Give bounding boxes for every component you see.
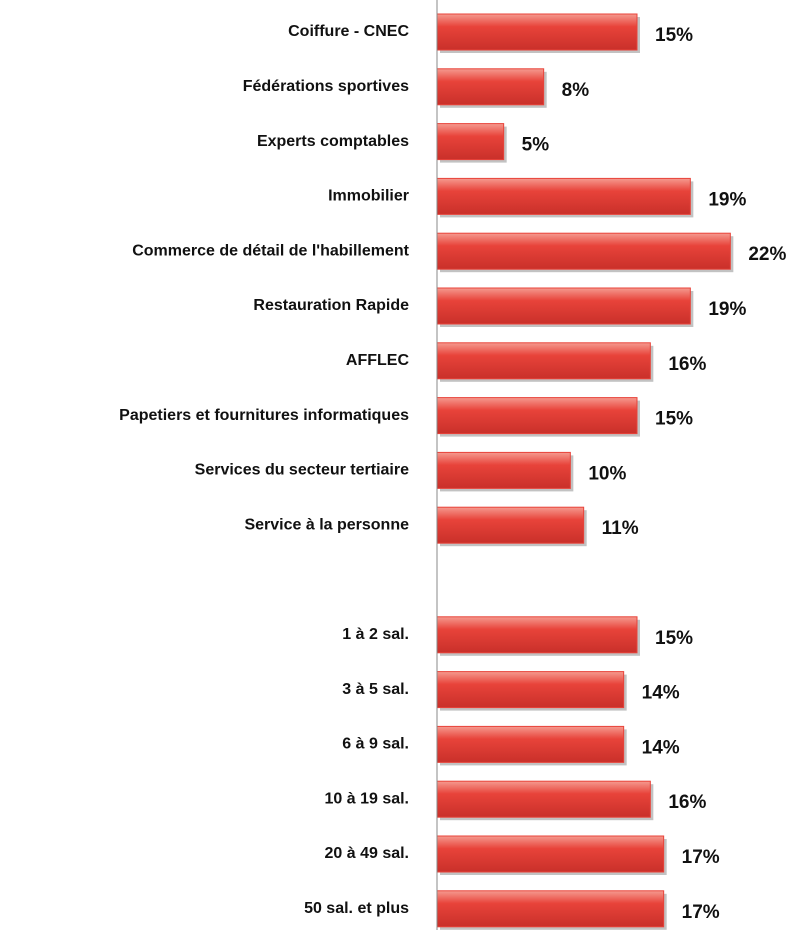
value-label: 10% (588, 463, 626, 484)
bar (436, 451, 571, 489)
category-label: 3 à 5 sal. (342, 681, 409, 698)
bar (436, 13, 638, 51)
bar (436, 671, 625, 709)
bar (436, 890, 665, 928)
bar (436, 725, 625, 763)
bar (436, 123, 505, 161)
value-label: 19% (708, 189, 746, 210)
value-label: 19% (708, 299, 746, 320)
bar (436, 232, 731, 270)
category-label: 50 sal. et plus (304, 900, 409, 917)
bar (436, 835, 665, 873)
value-label: 14% (642, 737, 680, 758)
value-label: 15% (655, 25, 693, 46)
category-label: Coiffure - CNEC (288, 23, 409, 40)
bar (436, 397, 638, 435)
value-label: 22% (748, 244, 786, 265)
category-label: Fédérations sportives (243, 78, 409, 95)
bar (436, 287, 691, 325)
category-label: Experts comptables (257, 133, 409, 150)
bar (436, 780, 651, 818)
category-label: 1 à 2 sal. (342, 626, 409, 643)
value-label: 8% (562, 80, 590, 101)
bar (436, 506, 585, 544)
value-label: 17% (682, 847, 720, 868)
category-label: 6 à 9 sal. (342, 736, 409, 753)
bar (436, 68, 545, 106)
category-label: 10 à 19 sal. (324, 790, 409, 807)
category-label: AFFLEC (346, 352, 410, 369)
bar (436, 177, 691, 215)
category-label: Restauration Rapide (253, 297, 409, 314)
value-label: 5% (522, 135, 550, 156)
bar (436, 616, 638, 654)
value-label: 16% (668, 792, 706, 813)
bar (436, 342, 651, 380)
value-label: 14% (642, 683, 680, 704)
category-label: Services du secteur tertiaire (195, 462, 409, 479)
value-label: 15% (655, 628, 693, 649)
category-label: Service à la personne (244, 516, 409, 533)
category-label: 20 à 49 sal. (324, 845, 409, 862)
value-label: 11% (602, 518, 639, 539)
category-label: Commerce de détail de l'habillement (132, 242, 409, 259)
category-label: Papetiers et fournitures informatiques (119, 407, 409, 424)
value-label: 17% (682, 902, 720, 923)
value-label: 16% (668, 354, 706, 375)
value-label: 15% (655, 409, 693, 430)
category-label: Immobilier (328, 188, 409, 205)
